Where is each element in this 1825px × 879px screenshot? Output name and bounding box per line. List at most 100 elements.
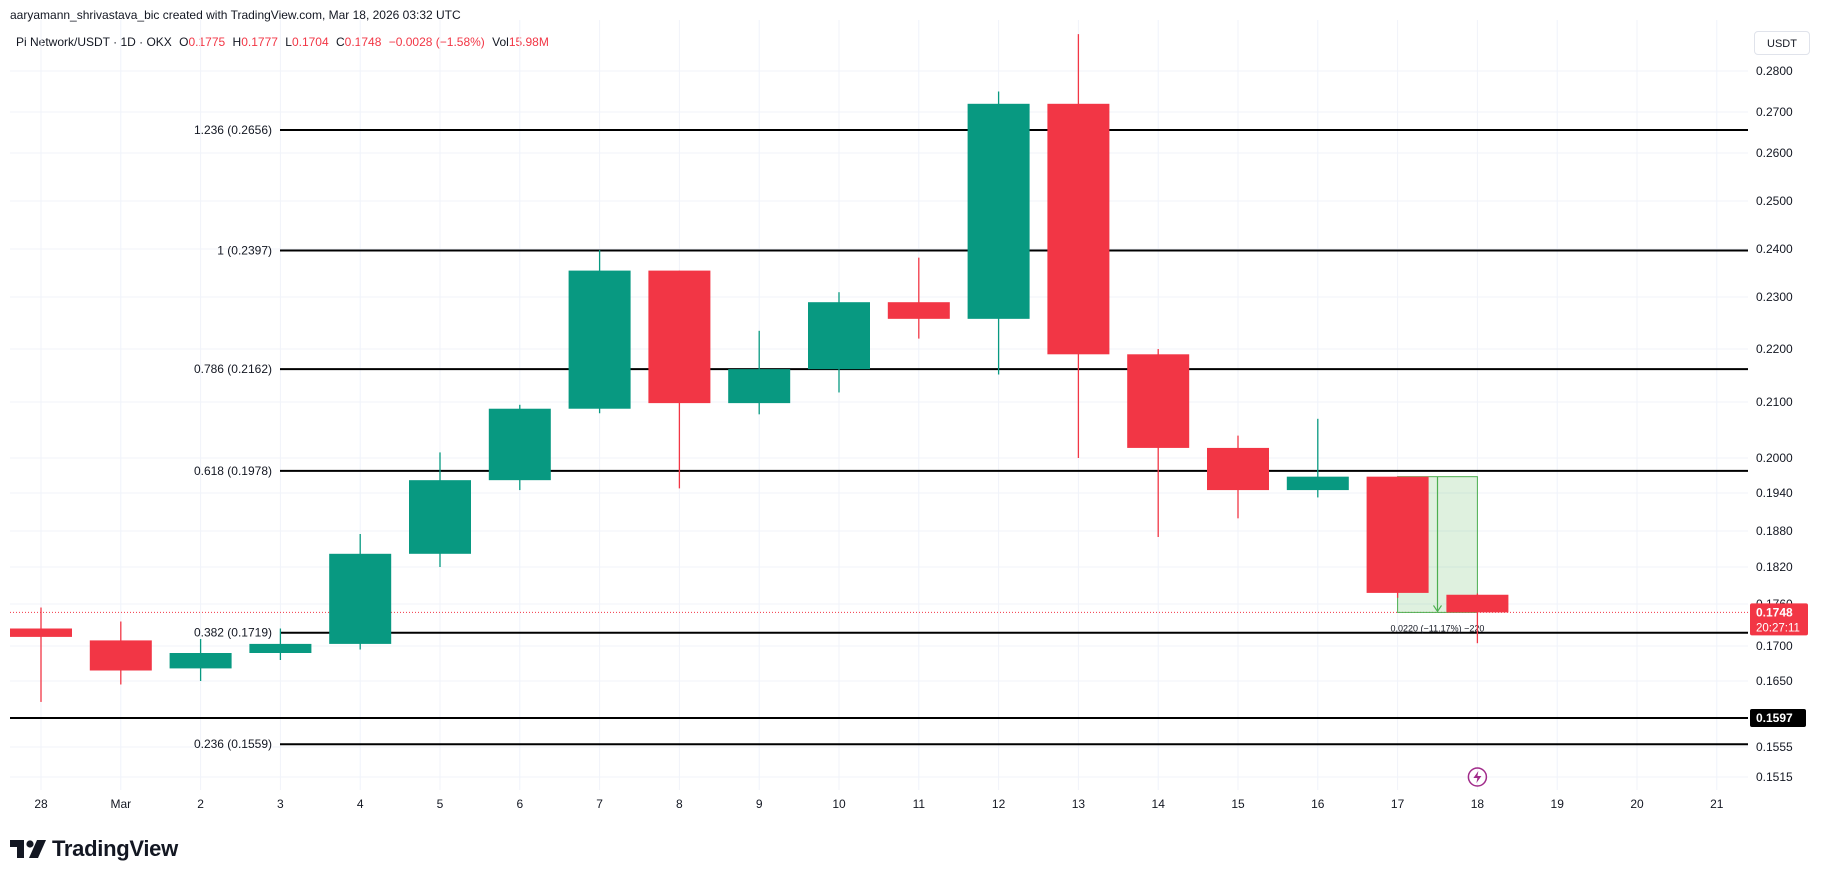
time-tick-label: 13 (1072, 797, 1086, 811)
time-tick-label: 6 (516, 797, 523, 811)
open-value: 0.1775 (188, 35, 226, 49)
time-tick-label: 17 (1391, 797, 1405, 811)
lightning-badge (1467, 767, 1488, 787)
time-tick-label: 12 (992, 797, 1006, 811)
currency-button[interactable]: USDT (1754, 31, 1810, 55)
fib-level-label: 1.236 (0.2656) (194, 123, 272, 137)
candle-body (1366, 476, 1429, 593)
price-chart[interactable]: 1.236 (0.2656) 1 (0.2397) 0.786 (0.2162) 0.… (0, 0, 1825, 830)
high-value: 0.1777 (241, 35, 278, 49)
high-label: H (232, 35, 242, 49)
volume-label: Vol (492, 35, 509, 49)
candle-body (648, 270, 711, 404)
price-tick-label: 0.1555 (1756, 740, 1793, 754)
candle-body (1207, 447, 1269, 491)
candle-body (329, 553, 392, 644)
lightning-icon (1467, 767, 1488, 787)
candle-body (409, 480, 471, 554)
time-tick-label: Mar (110, 797, 131, 811)
candle-body (10, 628, 72, 637)
candle-body (249, 643, 312, 653)
candle-18 (1446, 593, 1509, 644)
time-tick-label: 15 (1231, 797, 1245, 811)
time-tick-label: 9 (756, 797, 763, 811)
time-tick-label: 16 (1311, 797, 1325, 811)
time-tick-label: 11 (913, 797, 926, 811)
time-axis: 28 Mar 2 3 4 5 6 7 8 9 10 11 12 13 14 15 16 17 18 19 20 21 (34, 797, 1723, 811)
candle-10 (808, 292, 870, 393)
price-tick-label: 0.1820 (1756, 560, 1793, 574)
low-value: 0.1704 (291, 35, 329, 49)
price-tick-label: 0.1650 (1756, 674, 1793, 688)
candle-8 (648, 270, 711, 489)
time-tick-label: 4 (357, 797, 364, 811)
price-tick-label: 0.2100 (1756, 395, 1793, 409)
fib-level-label: 0.236 (0.1559) (194, 737, 272, 751)
support-price-badge (1750, 709, 1806, 727)
candle-body (887, 302, 950, 319)
chart-attribution: aaryamann_shrivastava_bic created with T… (10, 8, 461, 22)
volume-value: 15.98M (508, 35, 549, 49)
low-label: L (285, 35, 292, 49)
tradingview-logo-icon (10, 840, 46, 858)
last-price-label: 0.1748 (1756, 605, 1793, 619)
time-tick-label: 7 (596, 797, 603, 811)
price-tick-label: 0.1700 (1756, 639, 1793, 653)
time-tick-label: 8 (676, 797, 683, 811)
time-tick-label: 5 (437, 797, 444, 811)
candle-15 (1207, 435, 1269, 519)
price-tick-label: 0.2600 (1756, 146, 1793, 160)
measure-arrow-head (1433, 605, 1442, 613)
candle-body (967, 103, 1030, 319)
time-tick-label: 10 (832, 797, 846, 811)
candle-2 (169, 639, 232, 681)
price-axis: 0.2800 0.2700 0.2600 0.2500 0.2400 0.2300 0.22… (1750, 64, 1808, 784)
price-tick-label: 0.2200 (1756, 342, 1793, 356)
candle-14 (1127, 349, 1190, 537)
candle-body (1446, 594, 1509, 613)
candlestick-series (10, 34, 1509, 702)
last-price-badge (1750, 603, 1808, 636)
price-tick-label: 0.2000 (1756, 451, 1793, 465)
change-value: −0.0028 (−1.58%) (388, 35, 485, 49)
candle-16 (1286, 418, 1349, 498)
open-label: O (179, 35, 189, 49)
fib-level-label: 0.618 (0.1978) (194, 464, 272, 478)
close-value: 0.1748 (344, 35, 382, 49)
support-price-label: 0.1597 (1756, 711, 1793, 725)
candle-body (488, 408, 551, 481)
tradingview-brand: TradingView (52, 836, 178, 861)
time-tick-label: 18 (1471, 797, 1485, 811)
fib-level-label: 0.382 (0.1719) (194, 626, 272, 640)
time-tick-label: 21 (1710, 797, 1724, 811)
price-tick-label: 0.1880 (1756, 524, 1793, 538)
candle-12 (967, 91, 1030, 375)
candle-13 (1047, 34, 1110, 458)
fib-level-label: 1 (0.2397) (217, 243, 272, 257)
time-tick-label: 28 (34, 797, 48, 811)
time-tick-label: 2 (197, 797, 204, 811)
candle-body (1047, 103, 1110, 355)
tradingview-logo[interactable]: TradingView (10, 836, 178, 862)
candle-3 (249, 628, 312, 660)
price-tick-label: 0.2400 (1756, 242, 1793, 256)
candle-6 (488, 404, 551, 491)
price-tick-label: 0.2300 (1756, 290, 1793, 304)
candle-11 (887, 257, 950, 339)
lightning-bolt (1473, 771, 1482, 783)
candle-body (1127, 354, 1190, 448)
symbol-label[interactable]: Pi Network/USDT · 1D · OKX (16, 35, 172, 49)
price-tick-label: 0.1940 (1756, 486, 1793, 500)
candle-4 (329, 534, 392, 650)
candle-28 (10, 607, 72, 702)
candle-17 (1366, 476, 1429, 598)
candle-body (568, 270, 631, 409)
candle-body (169, 653, 232, 669)
candle-7 (568, 249, 631, 414)
price-tick-label: 0.1515 (1756, 770, 1793, 784)
price-tick-label: 0.2800 (1756, 64, 1793, 78)
time-tick-label: 20 (1630, 797, 1644, 811)
candle-Mar (89, 621, 152, 685)
price-tick-label: 0.2700 (1756, 105, 1793, 119)
time-tick-label: 14 (1152, 797, 1166, 811)
